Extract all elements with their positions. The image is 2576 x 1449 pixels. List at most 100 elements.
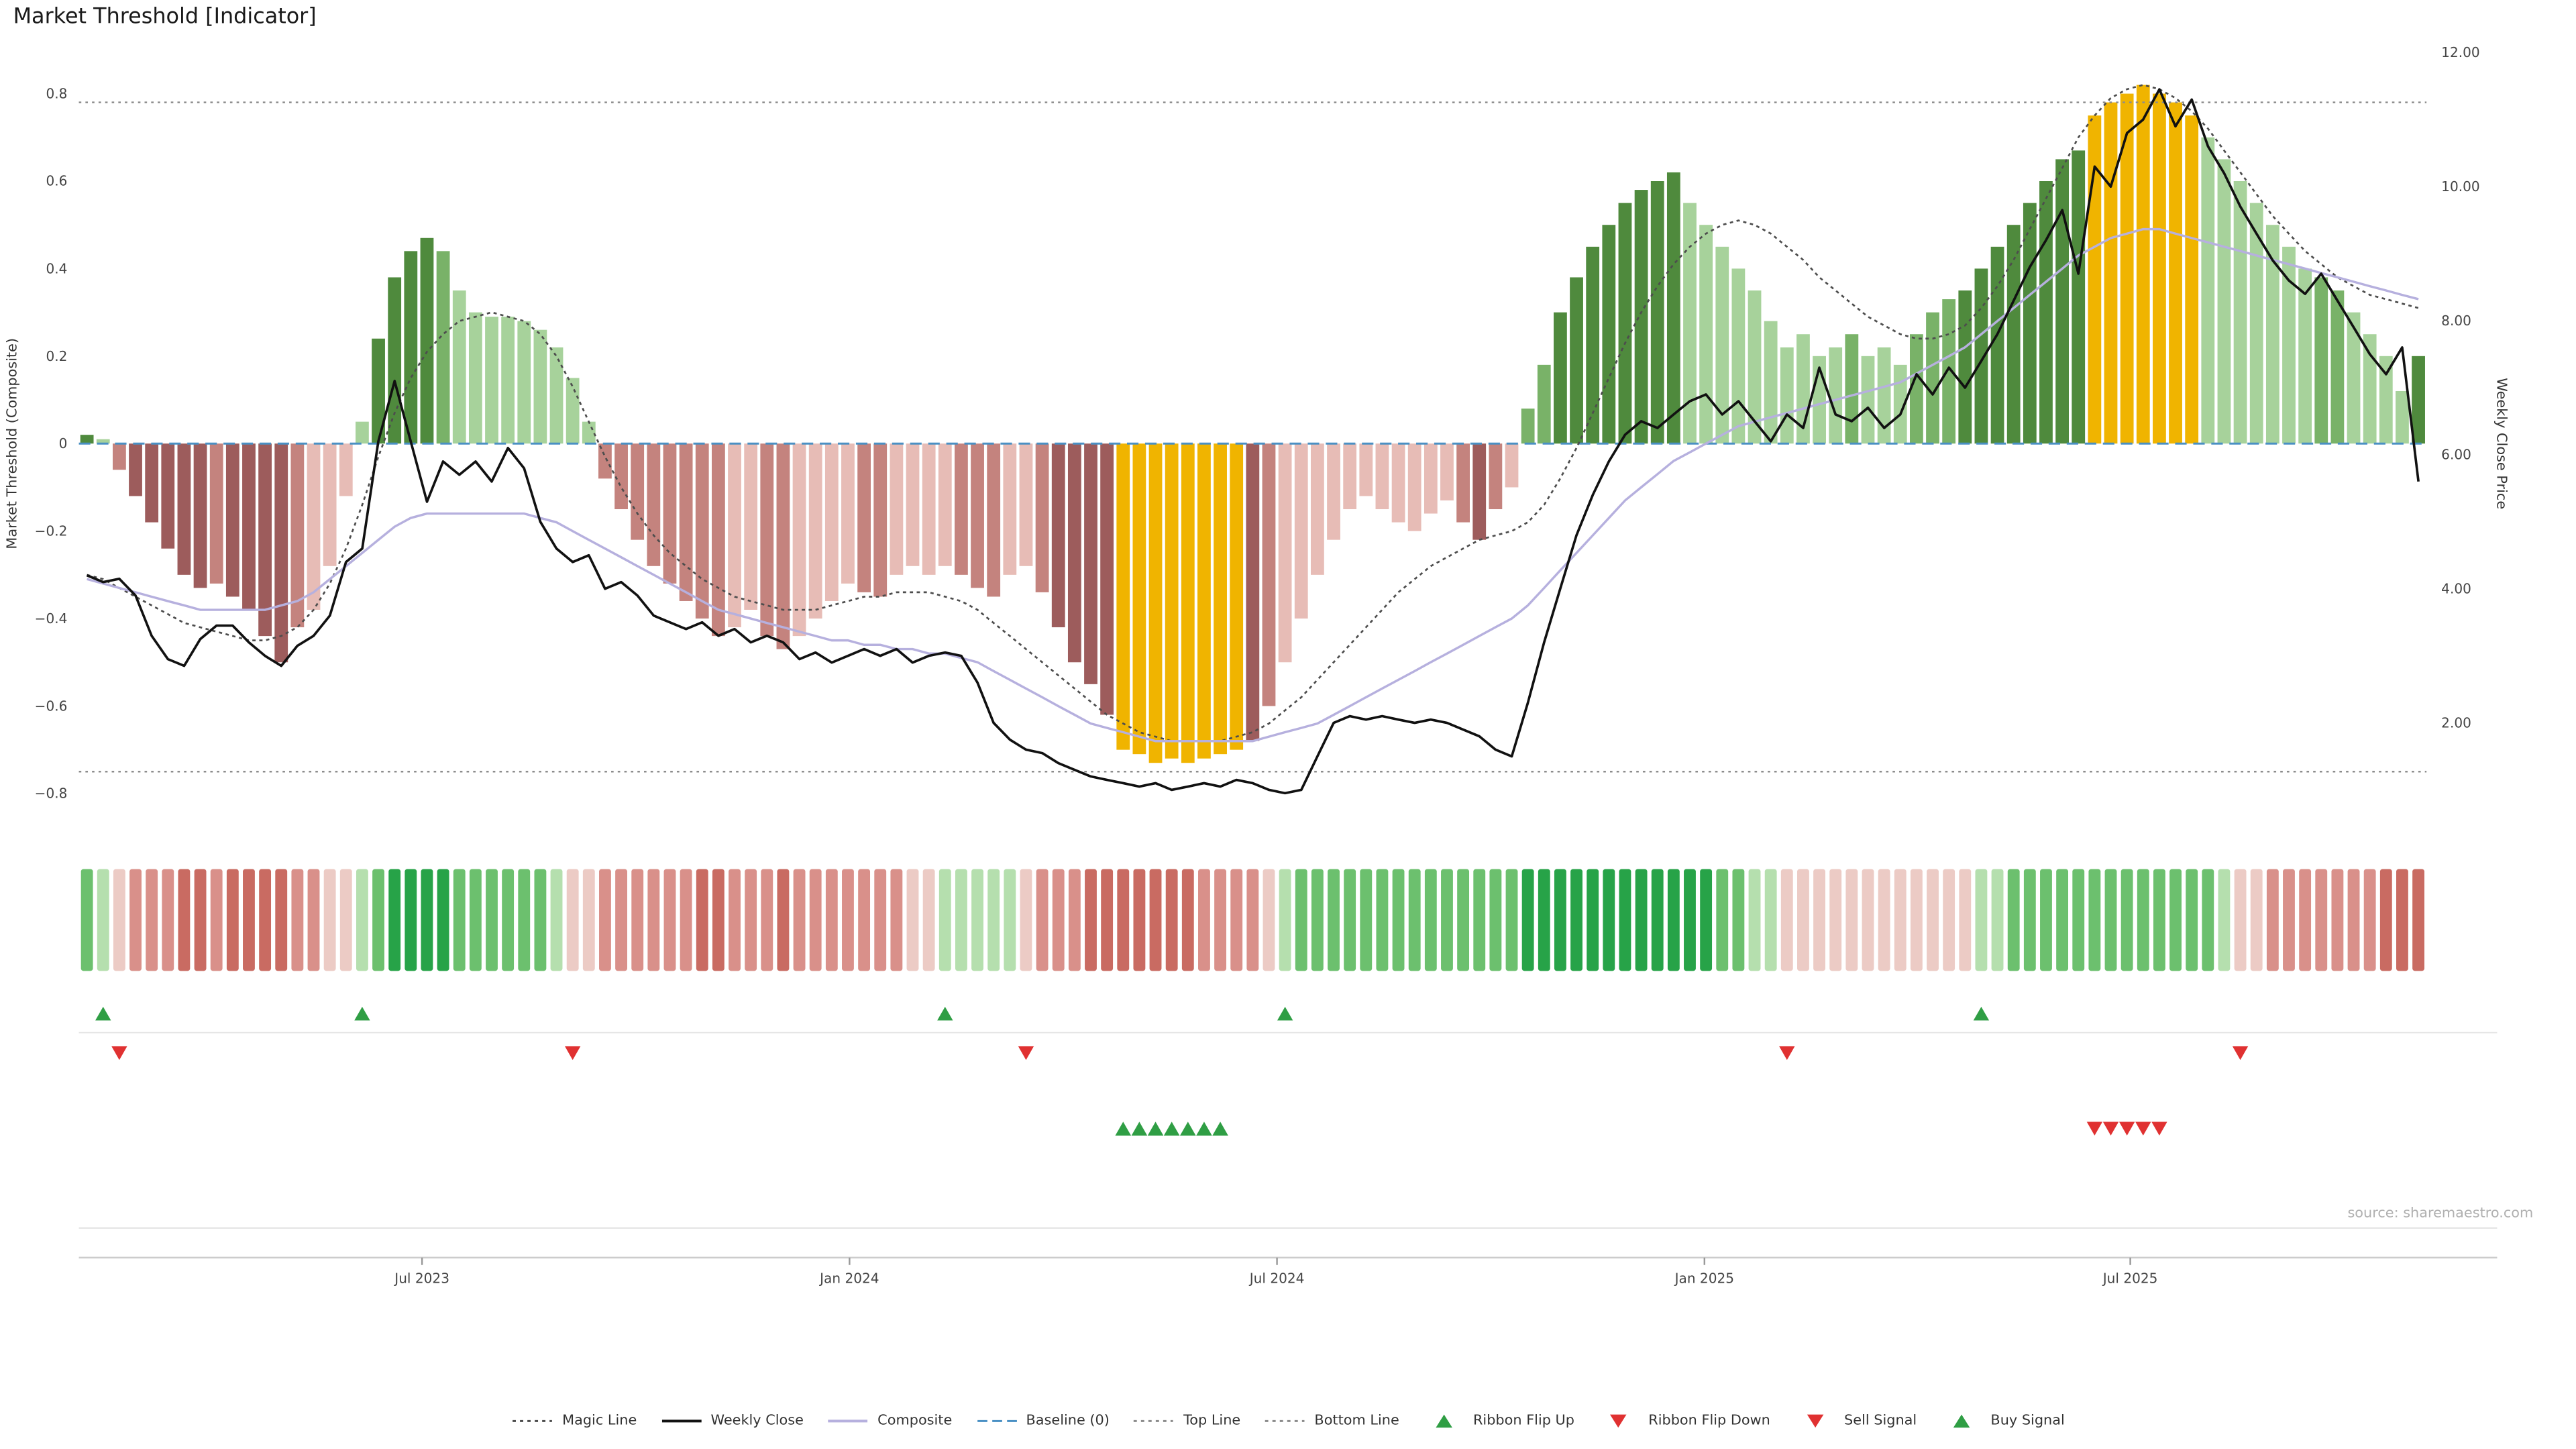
line-sample-icon bbox=[1265, 1419, 1305, 1422]
ribbon-cell bbox=[599, 869, 611, 971]
ribbon-cell bbox=[663, 869, 676, 971]
ribbon-cell bbox=[1020, 869, 1032, 971]
threshold-bar bbox=[1586, 246, 1600, 444]
threshold-bar bbox=[1731, 268, 1746, 444]
ribbon-cell bbox=[809, 869, 822, 971]
right-axis-tick: 12.00 bbox=[2441, 44, 2479, 60]
ribbon-cell bbox=[339, 869, 352, 971]
down-triangle-marker bbox=[2151, 1122, 2167, 1136]
ribbon-cell bbox=[777, 869, 790, 971]
ribbon-cell bbox=[226, 869, 239, 971]
ribbon-cell bbox=[825, 869, 838, 971]
threshold-bar bbox=[1116, 443, 1130, 750]
ribbon-cell bbox=[615, 869, 627, 971]
threshold-bar bbox=[209, 443, 223, 584]
ribbon-cell bbox=[2218, 869, 2231, 971]
ribbon-cell bbox=[1263, 869, 1275, 971]
ribbon-cell bbox=[80, 869, 93, 971]
legend-item-ribbon-flip-down: Ribbon Flip Down bbox=[1597, 1413, 1770, 1430]
ribbon-cell bbox=[1521, 869, 1534, 971]
ribbon-cell bbox=[502, 869, 515, 971]
ribbon-cell bbox=[1004, 869, 1016, 971]
threshold-bar bbox=[290, 443, 305, 628]
threshold-bar bbox=[1084, 443, 1097, 684]
ribbon-cell bbox=[210, 869, 223, 971]
legend-item-bottom-line: Bottom Line bbox=[1263, 1413, 1399, 1430]
ribbon-cell bbox=[534, 869, 547, 971]
ribbon-cell bbox=[1392, 869, 1405, 971]
ribbon-cell bbox=[1068, 869, 1081, 971]
threshold-bar bbox=[2282, 246, 2296, 444]
threshold-bar bbox=[1067, 443, 1081, 663]
threshold-bar bbox=[1602, 225, 1616, 444]
ribbon-cell bbox=[2186, 869, 2198, 971]
threshold-bar bbox=[2298, 268, 2312, 444]
left-axis-tick: −0.6 bbox=[35, 698, 68, 714]
ribbon-cell bbox=[243, 869, 255, 971]
threshold-bar bbox=[2363, 334, 2377, 444]
ribbon-cell bbox=[890, 869, 903, 971]
ribbon-cell bbox=[2315, 869, 2328, 971]
ribbon-cell bbox=[1570, 869, 1582, 971]
threshold-bar bbox=[631, 443, 645, 540]
ribbon-cell bbox=[178, 869, 191, 971]
ribbon-cell bbox=[146, 869, 158, 971]
threshold-bar bbox=[1132, 443, 1146, 755]
magic-line bbox=[87, 84, 2419, 743]
ribbon-cell bbox=[1862, 869, 1874, 971]
legend-item-composite: Composite bbox=[826, 1413, 952, 1430]
ribbon-cell bbox=[1311, 869, 1324, 971]
line-sample-icon bbox=[828, 1419, 868, 1423]
left-axis-tick: −0.8 bbox=[35, 786, 68, 802]
ribbon-cell bbox=[2234, 869, 2247, 971]
ribbon-cell bbox=[1085, 869, 1097, 971]
threshold-bar bbox=[1554, 312, 1567, 444]
ribbon-cell bbox=[1489, 869, 1502, 971]
line-sample-icon bbox=[513, 1419, 553, 1422]
ribbon-cell bbox=[1424, 869, 1437, 971]
threshold-bar bbox=[436, 251, 450, 444]
threshold-bar bbox=[1942, 299, 1956, 444]
threshold-bar bbox=[96, 439, 110, 444]
ribbon-cell bbox=[906, 869, 919, 971]
ribbon-cell bbox=[1943, 869, 1955, 971]
threshold-bars bbox=[80, 85, 2425, 763]
threshold-bar bbox=[760, 443, 774, 637]
up-triangle-marker bbox=[1115, 1122, 1132, 1136]
threshold-bar bbox=[711, 443, 725, 637]
ribbon-cell bbox=[1295, 869, 1307, 971]
ribbon-cell bbox=[938, 869, 951, 971]
ribbon-cell bbox=[745, 869, 757, 971]
threshold-bar bbox=[1877, 347, 1891, 444]
ribbon-cell bbox=[1149, 869, 1162, 971]
ribbon-cell bbox=[1360, 869, 1373, 971]
threshold-bar bbox=[971, 443, 984, 588]
ribbon-cell bbox=[518, 869, 531, 971]
ribbon-cell bbox=[566, 869, 579, 971]
ribbon-cell bbox=[1700, 869, 1713, 971]
threshold-bar bbox=[549, 347, 564, 444]
up-triangle-marker bbox=[1131, 1122, 1148, 1136]
threshold-bar bbox=[1683, 203, 1697, 444]
threshold-bar bbox=[258, 443, 272, 637]
ribbon-cell bbox=[1603, 869, 1615, 971]
ribbon-cell bbox=[582, 869, 595, 971]
threshold-bar bbox=[1391, 443, 1405, 523]
ribbon-cell bbox=[550, 869, 563, 971]
right-axis-tick: 4.00 bbox=[2441, 581, 2471, 597]
threshold-bar bbox=[2136, 85, 2150, 444]
triangle-up-icon bbox=[1953, 1414, 1970, 1428]
legend-item-sell-signal: Sell Signal bbox=[1793, 1413, 1917, 1430]
threshold-bar bbox=[1035, 443, 1049, 592]
line-sample-icon bbox=[977, 1419, 1016, 1422]
threshold-bar bbox=[1246, 443, 1260, 741]
threshold-bar bbox=[2006, 225, 2021, 444]
threshold-bar bbox=[2233, 181, 2247, 444]
ribbon-cell bbox=[1052, 869, 1065, 971]
ribbon-cell bbox=[2088, 869, 2101, 971]
threshold-bar bbox=[533, 329, 547, 444]
ribbon-cell bbox=[2379, 869, 2392, 971]
left-axis-tick: −0.4 bbox=[35, 610, 68, 627]
threshold-bar bbox=[1829, 347, 1843, 444]
ribbon-cell bbox=[453, 869, 466, 971]
